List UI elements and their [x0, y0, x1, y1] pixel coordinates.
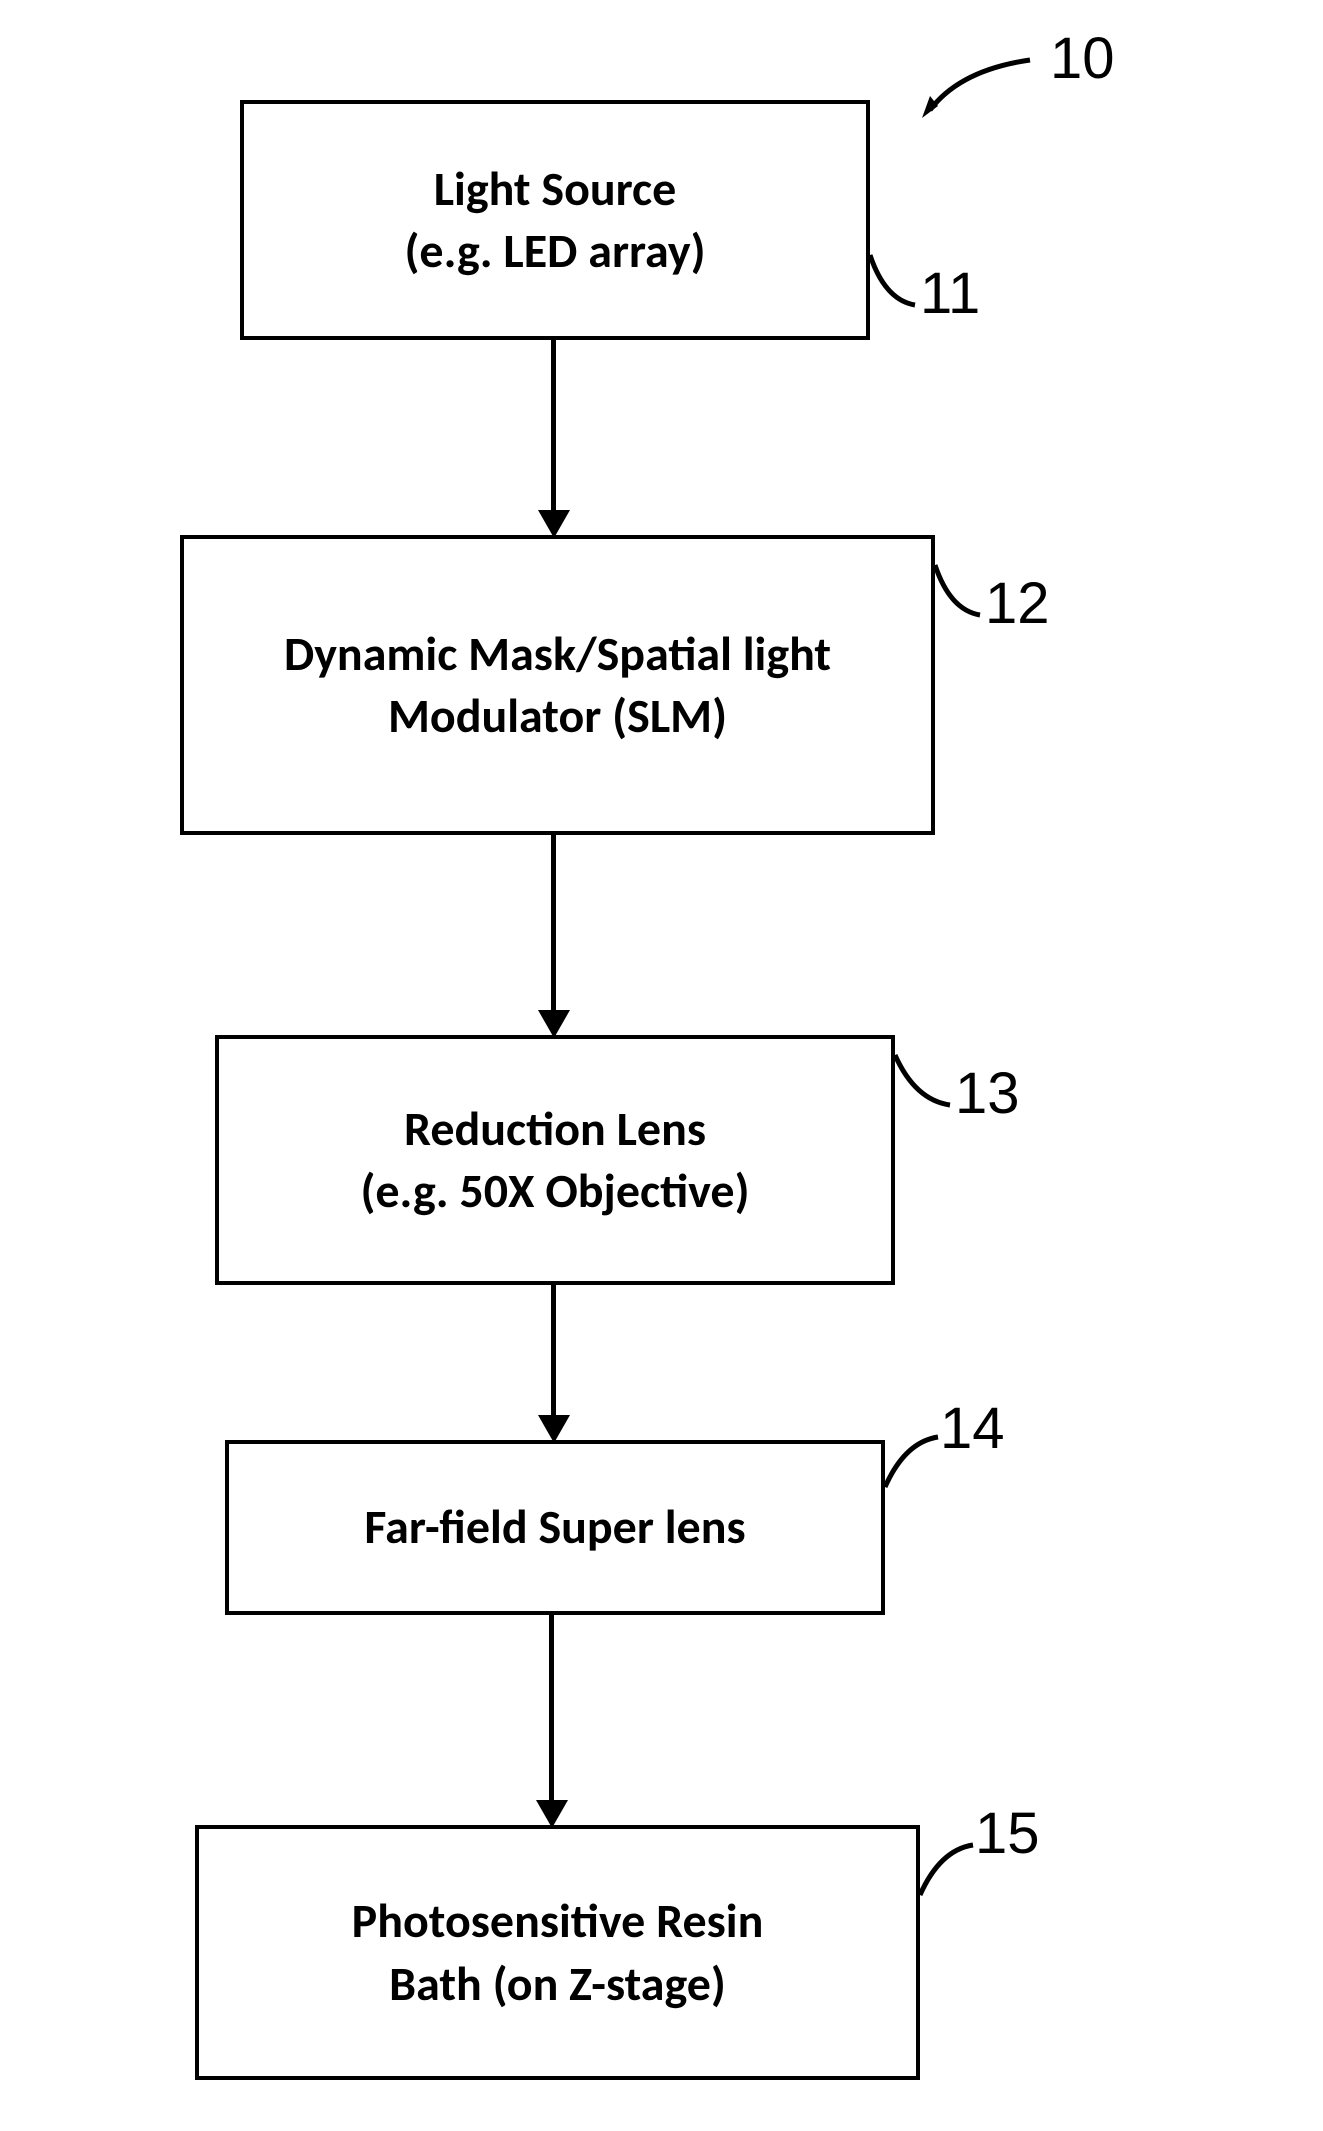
flowchart-arrow [549, 1615, 554, 1805]
flowchart-arrow [551, 1285, 556, 1420]
annotation-connector [915, 1840, 980, 1900]
node-annotation: 15 [975, 1800, 1040, 1867]
node-dynamic-mask: Dynamic Mask/Spatial light Modulator (SL… [180, 535, 935, 835]
node-annotation: 14 [940, 1395, 1005, 1462]
node-annotation: 13 [955, 1060, 1020, 1127]
annotation-connector [880, 1432, 945, 1492]
annotation-connector [890, 1050, 960, 1120]
node-resin-bath-text: Photosensitive Resin Bath (on Z-stage) [332, 1880, 784, 2025]
node-resin-bath: Photosensitive Resin Bath (on Z-stage) [195, 1825, 920, 2080]
flowchart-arrow-head [536, 1800, 568, 1828]
node-text-line: Bath (on Z-stage) [389, 1954, 726, 2013]
node-text-line: Far-field Super lens [364, 1497, 745, 1556]
node-annotation: 12 [985, 570, 1050, 637]
diagram-title-label: 10 [1050, 25, 1115, 92]
flowchart-arrow-head [538, 510, 570, 538]
node-text-line: Dynamic Mask/Spatial light [284, 624, 831, 683]
node-text-line: (e.g. LED array) [404, 221, 705, 280]
node-light-source-text: Light Source (e.g. LED array) [384, 148, 725, 293]
flowchart-arrow-head [538, 1415, 570, 1443]
flowchart-arrow [551, 340, 556, 515]
flowchart-arrow [551, 835, 556, 1015]
node-annotation: 11 [920, 260, 980, 327]
node-text-line: Modulator (SLM) [388, 686, 727, 745]
annotation-connector [865, 250, 925, 320]
flowchart-diagram: 10 Light Source (e.g. LED array) 11 Dyna… [0, 0, 1323, 2131]
node-reduction-lens: Reduction Lens (e.g. 50X Objective) [215, 1035, 895, 1285]
node-far-field-lens-text: Far-field Super lens [344, 1486, 765, 1568]
node-text-line: (e.g. 50X Objective) [360, 1161, 749, 1220]
annotation-connector [930, 560, 990, 630]
node-light-source: Light Source (e.g. LED array) [240, 100, 870, 340]
node-text-line: Photosensitive Resin [352, 1891, 764, 1950]
flowchart-arrow-head [538, 1010, 570, 1038]
node-text-line: Reduction Lens [404, 1099, 706, 1158]
node-reduction-lens-text: Reduction Lens (e.g. 50X Objective) [340, 1088, 769, 1233]
title-arrow-curve [920, 40, 1060, 120]
node-dynamic-mask-text: Dynamic Mask/Spatial light Modulator (SL… [264, 613, 851, 758]
node-far-field-lens: Far-field Super lens [225, 1440, 885, 1615]
node-text-line: Light Source [434, 159, 677, 218]
